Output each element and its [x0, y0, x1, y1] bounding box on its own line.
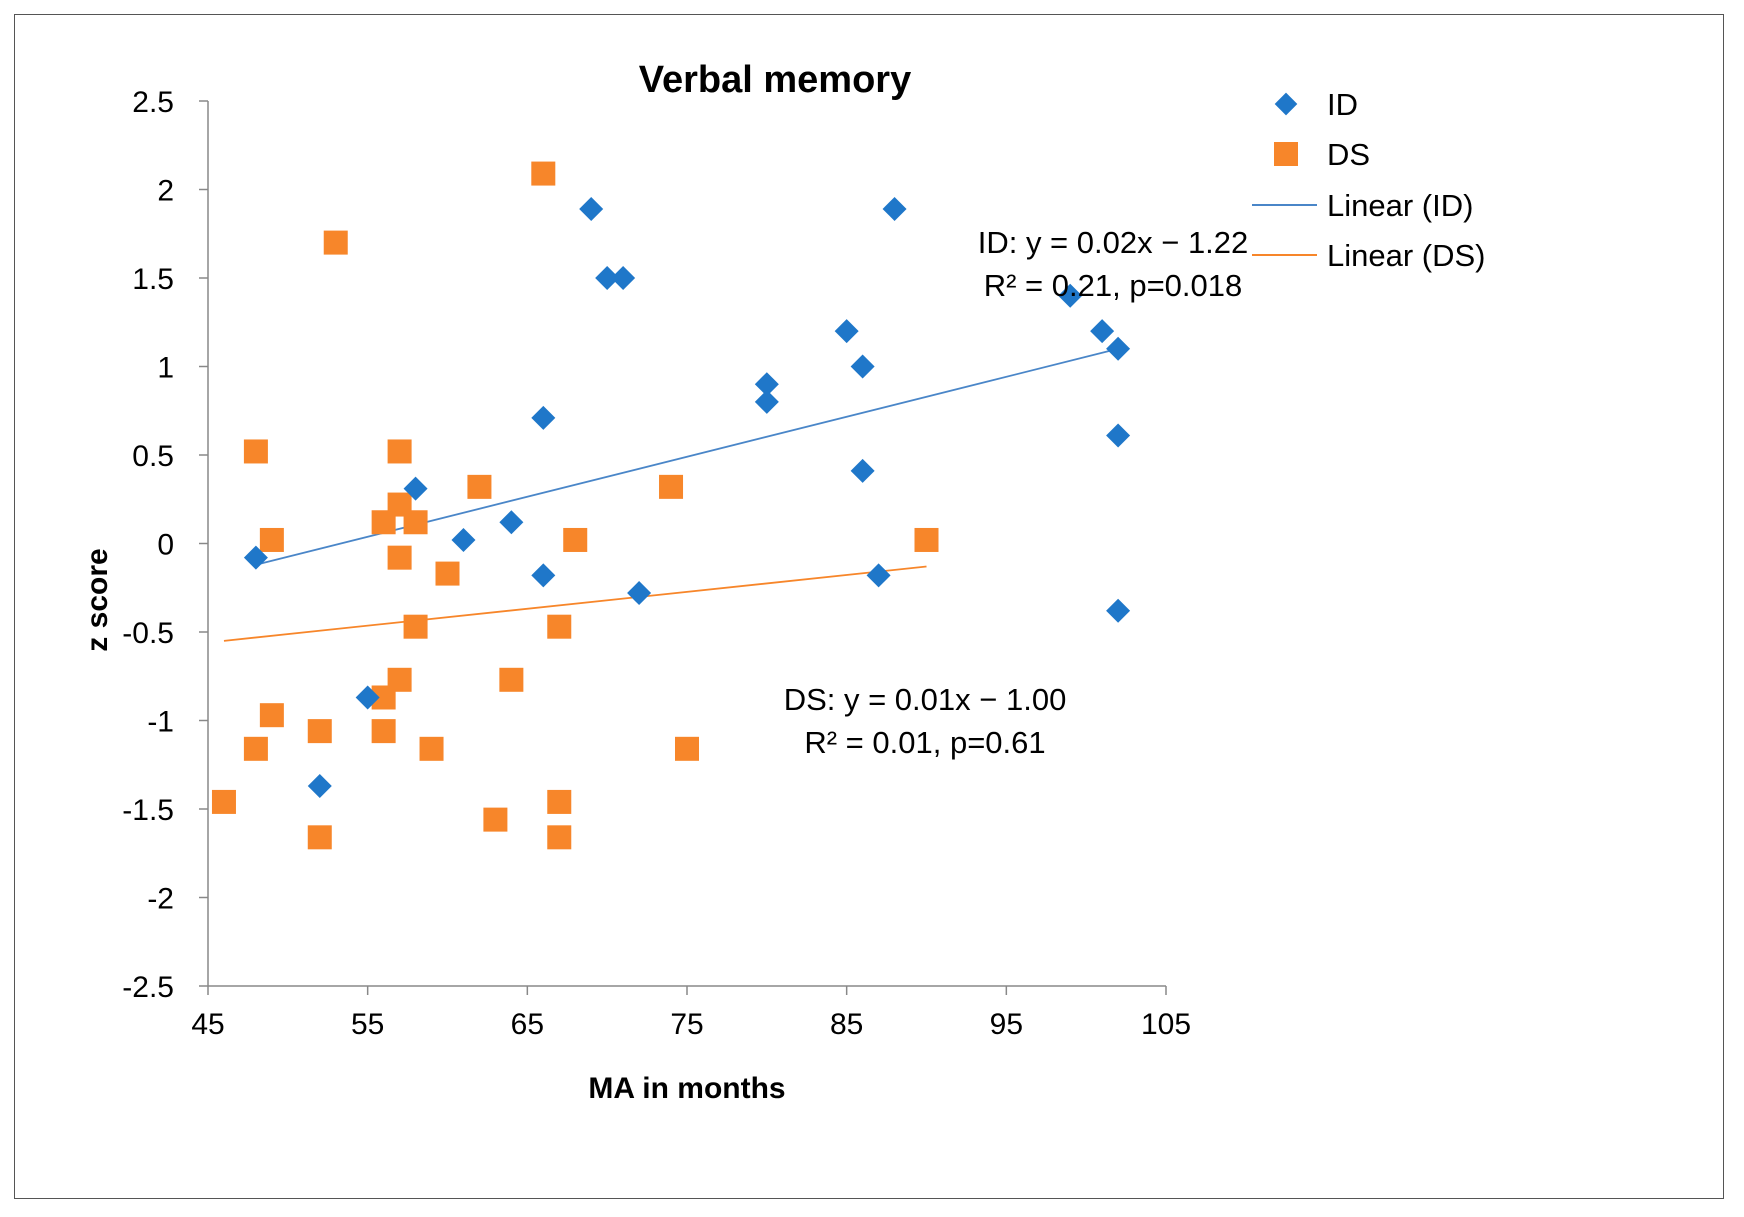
id-point: [451, 527, 476, 552]
y-tick-label: -2: [147, 883, 174, 916]
y-tick-label: 0.5: [132, 440, 174, 473]
id-point: [1106, 336, 1131, 361]
id-point: [1106, 598, 1131, 623]
id-point: [499, 510, 524, 535]
y-tick-label: -2.5: [122, 971, 174, 1004]
id-point: [627, 581, 652, 606]
trendlines: [223, 347, 1119, 642]
id-point: [579, 196, 604, 221]
id-point: [1090, 319, 1115, 344]
id-point: [834, 319, 859, 344]
ds-point: [499, 667, 524, 692]
id-point: [850, 458, 875, 483]
ds-point: [659, 474, 684, 499]
legend-linear-id-label: Linear (ID): [1327, 188, 1473, 223]
id-point: [307, 773, 332, 798]
y-axis-label: z score: [81, 548, 114, 651]
ds-point: [243, 439, 268, 464]
ds-point: [259, 703, 284, 728]
id-equation-line1: ID: y = 0.02x − 1.22: [978, 225, 1249, 260]
ds-point: [387, 667, 412, 692]
ds-point: [243, 736, 268, 761]
ds-equation-line2: R² = 0.01, p=0.61: [804, 725, 1045, 760]
x-tick-label: 85: [830, 1008, 863, 1041]
chart-title: Verbal memory: [639, 59, 911, 101]
trendline-id: [255, 347, 1119, 566]
ds-point: [211, 789, 236, 814]
y-tick-label: -0.5: [122, 617, 174, 650]
ds-equation-line1: DS: y = 0.01x − 1.00: [784, 682, 1067, 717]
ds-point: [467, 474, 492, 499]
x-axis-label: MA in months: [588, 1072, 785, 1105]
legend: ID DS Linear (ID) Linear (DS): [1252, 87, 1486, 273]
y-tick-label: 1.5: [132, 263, 174, 296]
data-points: [211, 161, 1131, 850]
axes: 2.5 2 1.5 1 0.5 0 -0.5 -1 -1.5 -2 -2.5 45 55 65 75 85 95…: [122, 86, 1191, 1041]
id-point: [882, 196, 907, 221]
id-equation-annotation: ID: y = 0.02x − 1.22 R² = 0.21, p=0.018: [978, 225, 1249, 303]
legend-linear-ds-label: Linear (DS): [1327, 238, 1486, 273]
ds-point: [323, 230, 348, 255]
ds-point: [675, 736, 699, 761]
id-point: [403, 476, 428, 501]
id-point: [243, 545, 268, 570]
scatter-chart: Verbal memory 2.5 2 1.5 1 0.5 0 -0.5 -1 -1.5 -2 -2…: [81, 59, 1486, 1105]
id-point: [1106, 423, 1131, 448]
ds-point: [531, 161, 556, 186]
ds-point: [914, 527, 939, 552]
ds-point: [403, 614, 428, 639]
y-tick-label: -1.5: [122, 794, 174, 827]
id-point: [754, 389, 779, 414]
id-point: [355, 685, 380, 710]
ds-point: [547, 614, 572, 639]
chart-frame: Verbal memory 2.5 2 1.5 1 0.5 0 -0.5 -1 -1.5 -2 -2…: [14, 14, 1724, 1199]
id-point: [866, 563, 891, 588]
id-point: [531, 405, 556, 430]
x-tick-label: 65: [511, 1008, 544, 1041]
x-tick-label: 55: [351, 1008, 384, 1041]
id-point: [850, 354, 875, 379]
y-tick-label: 0: [157, 529, 174, 562]
x-tick-label: 45: [191, 1008, 224, 1041]
ds-point: [387, 439, 412, 464]
id-point: [595, 266, 620, 290]
ds-point: [435, 561, 460, 586]
ds-point: [547, 789, 572, 814]
id-point: [611, 266, 636, 290]
ds-point: [483, 807, 508, 832]
id-point: [531, 563, 556, 588]
legend-ds-label: DS: [1327, 137, 1370, 172]
ds-point: [563, 527, 588, 552]
ds-point: [307, 825, 332, 850]
ds-point: [547, 825, 572, 850]
y-tick-label: 2: [157, 175, 174, 208]
x-tick-label: 75: [670, 1008, 703, 1041]
id-equation-line2: R² = 0.21, p=0.018: [984, 268, 1243, 303]
ds-point: [371, 719, 396, 744]
legend-ds-marker: [1274, 142, 1298, 166]
x-tick-label: 105: [1141, 1008, 1191, 1041]
legend-id-marker: [1274, 92, 1298, 116]
legend-id-label: ID: [1327, 87, 1358, 122]
y-tick-label: -1: [147, 706, 174, 739]
ds-point: [403, 510, 428, 535]
ds-point: [307, 719, 332, 744]
x-tick-label: 95: [990, 1008, 1023, 1041]
y-tick-label: 2.5: [132, 86, 174, 119]
ds-equation-annotation: DS: y = 0.01x − 1.00 R² = 0.01, p=0.61: [784, 682, 1067, 760]
ds-point: [419, 736, 444, 761]
y-tick-label: 1: [157, 352, 174, 385]
ds-point: [387, 545, 412, 570]
id-point: [754, 372, 779, 397]
trendline-ds: [223, 565, 927, 642]
id-point: [1058, 283, 1083, 308]
ds-point: [259, 527, 284, 552]
